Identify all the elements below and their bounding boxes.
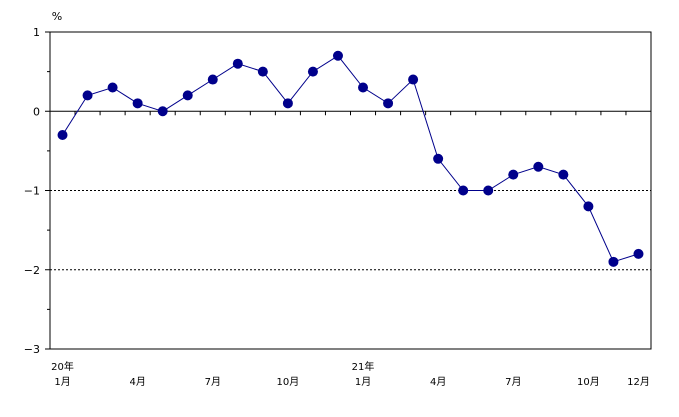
data-point [633, 248, 644, 259]
unit-label: % [52, 10, 62, 23]
x-tick-label-month: 1月 [54, 376, 70, 388]
y-tick-label: 1 [33, 26, 40, 39]
y-tick-label: 0 [33, 105, 40, 118]
data-point [182, 90, 193, 101]
y-tick-label: −1 [24, 185, 40, 198]
x-tick-label-month: 1月 [355, 376, 371, 388]
x-tick-label-year: 21年 [352, 360, 375, 373]
data-point [207, 74, 218, 85]
x-tick-label-month: 10月 [277, 376, 300, 388]
data-point [282, 98, 293, 109]
x-tick-label-year: 20年 [51, 360, 74, 373]
data-point [458, 185, 469, 196]
data-point [307, 66, 318, 77]
data-point [358, 82, 369, 93]
data-point [533, 161, 544, 172]
data-point [232, 58, 243, 69]
data-point [483, 185, 494, 196]
y-tick-label: −2 [24, 264, 40, 277]
data-point [132, 98, 143, 109]
x-tick-label-month: 7月 [505, 376, 521, 388]
x-tick-label-month: 12月 [627, 376, 650, 388]
x-tick-label-month: 4月 [430, 376, 446, 388]
data-point [383, 98, 394, 109]
data-point [57, 130, 68, 141]
x-tick-label-month: 7月 [205, 376, 221, 388]
data-point [157, 106, 168, 117]
data-point [433, 153, 444, 164]
x-tick-label-month: 4月 [129, 376, 145, 388]
data-point [508, 169, 519, 180]
data-point [558, 169, 569, 180]
data-point [82, 90, 93, 101]
data-point [107, 82, 118, 93]
data-point [583, 201, 594, 212]
data-point [408, 74, 419, 85]
x-tick-label-month: 10月 [577, 376, 600, 388]
data-point [608, 256, 619, 267]
y-tick-label: −3 [24, 343, 40, 356]
data-point [257, 66, 268, 77]
data-point [332, 50, 343, 61]
